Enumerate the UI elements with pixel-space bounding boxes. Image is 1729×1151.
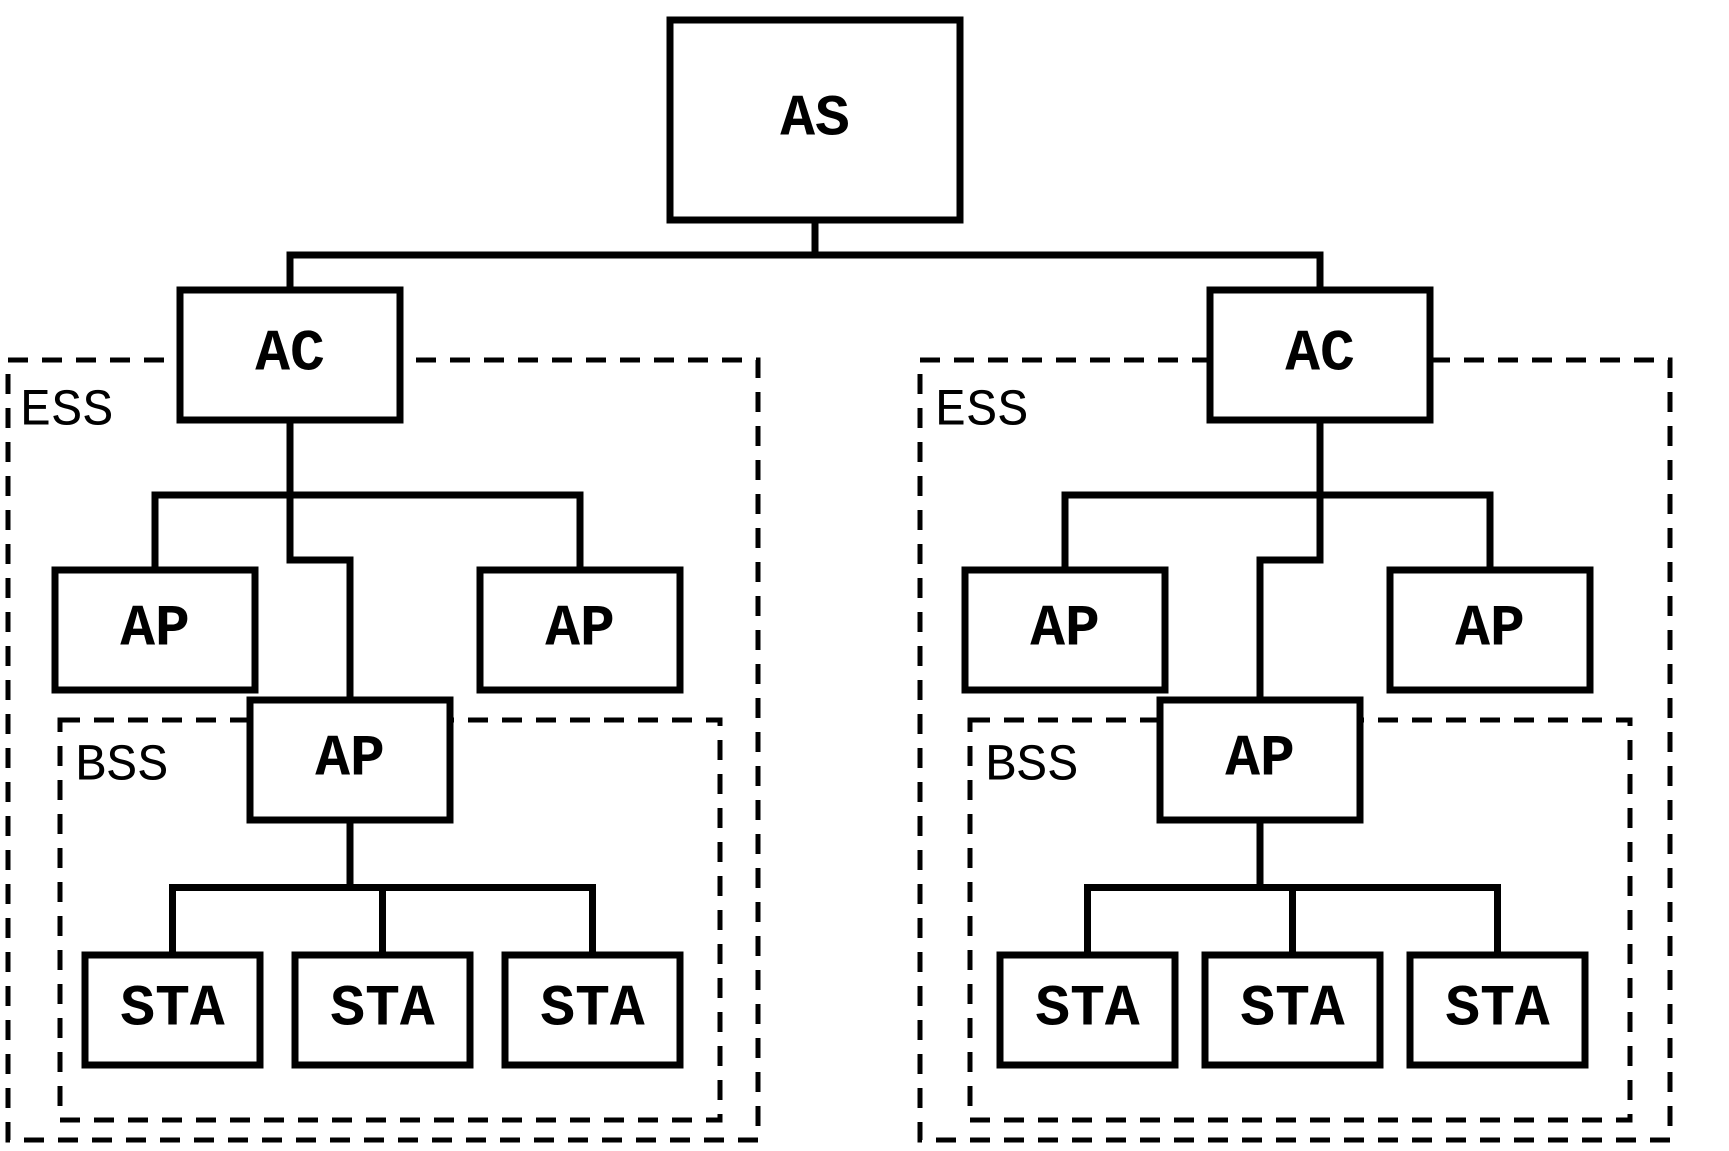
group-label-ess1: ESS xyxy=(20,381,114,440)
node-label-ap2l: AP xyxy=(1030,598,1100,663)
node-label-ap1m: AP xyxy=(315,728,385,793)
node-label-sta2c: STA xyxy=(1445,978,1550,1043)
group-label-ess2: ESS xyxy=(935,381,1029,440)
edge-ac2-ap2r xyxy=(1320,420,1490,570)
edge-ac1-ap1m xyxy=(290,420,350,700)
edge-ap2m-sta2a xyxy=(1088,820,1261,955)
node-label-ac1: AC xyxy=(255,323,325,388)
edge-ap1m-sta1c xyxy=(350,820,593,955)
group-label-bss1: BSS xyxy=(75,736,169,795)
edge-ac1-ap1r xyxy=(290,420,580,570)
node-label-sta1a: STA xyxy=(120,978,225,1043)
node-label-ap2r: AP xyxy=(1455,598,1525,663)
network-diagram: AS AC AC AP AP AP AP AP AP STA STA STA STA STA STA ESS E… xyxy=(0,0,1729,1151)
node-label-ap1r: AP xyxy=(545,598,615,663)
node-label-sta1c: STA xyxy=(540,978,645,1043)
node-label-sta2a: STA xyxy=(1035,978,1140,1043)
edge-as-ac2 xyxy=(815,220,1320,290)
node-label-ap2m: AP xyxy=(1225,728,1295,793)
node-label-ap1l: AP xyxy=(120,598,190,663)
edge-ap1m-sta1a xyxy=(173,820,351,955)
edge-ac2-ap2m xyxy=(1260,420,1320,700)
group-label-bss2: BSS xyxy=(985,736,1079,795)
edge-as-ac1 xyxy=(290,220,815,290)
edge-ac1-ap1l xyxy=(155,420,290,570)
node-label-as: AS xyxy=(780,88,850,153)
node-label-sta1b: STA xyxy=(330,978,435,1043)
edge-ac2-ap2l xyxy=(1065,420,1320,570)
node-label-sta2b: STA xyxy=(1240,978,1345,1043)
node-label-ac2: AC xyxy=(1285,323,1355,388)
